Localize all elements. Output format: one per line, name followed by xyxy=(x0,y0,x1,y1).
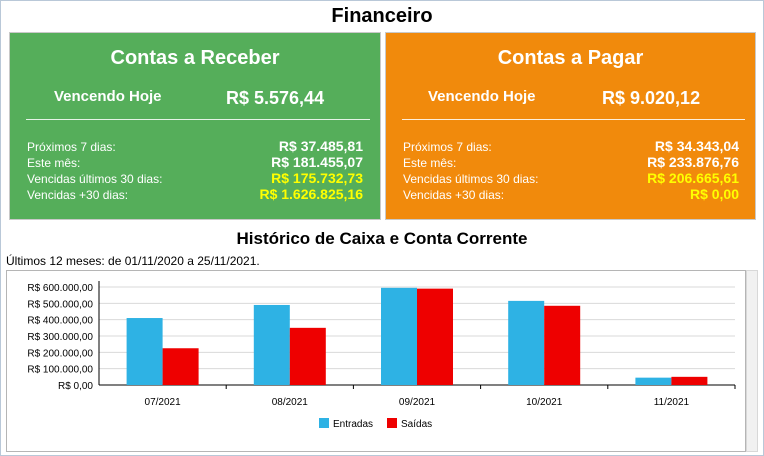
receivables-due-today-label: Vencendo Hoje xyxy=(54,88,162,105)
row-value: R$ 1.626.825,16 xyxy=(259,186,363,202)
receivables-row-overdue30: Vencidas últimos 30 dias: R$ 175.732,73 xyxy=(27,170,363,188)
row-label: Vencidas +30 dias: xyxy=(27,188,129,202)
bar-saídas xyxy=(162,348,199,385)
payables-row-month: Este mês: R$ 233.876,76 xyxy=(403,154,739,172)
bar-saídas xyxy=(544,305,581,385)
y-tick-label: R$ 200.000,00 xyxy=(27,348,93,359)
payables-card: Contas a Pagar Vencendo Hoje R$ 9.020,12… xyxy=(385,32,756,220)
bar-entradas xyxy=(253,304,290,385)
y-tick-label: R$ 0,00 xyxy=(58,381,93,392)
history-title: Histórico de Caixa e Conta Corrente xyxy=(236,229,528,248)
cash-history-chart: R$ 0,00 R$ 100.000,00 R$ 200.000,00 R$ 300.… xyxy=(6,270,746,452)
receivables-row-overdue30plus: Vencidas +30 dias: R$ 1.626.825,16 xyxy=(27,186,363,204)
y-tick-label: R$ 600.000,00 xyxy=(27,283,93,294)
receivables-row-month: Este mês: R$ 181.455,07 xyxy=(27,154,363,172)
bar-saídas xyxy=(289,327,326,385)
payables-due-today-value: R$ 9.020,12 xyxy=(602,88,701,108)
receivables-due-today-value: R$ 5.576,44 xyxy=(226,88,325,108)
row-value: R$ 34.343,04 xyxy=(654,138,739,154)
row-label: Vencidas últimos 30 dias: xyxy=(403,172,539,186)
y-tick-label: R$ 400.000,00 xyxy=(27,316,93,327)
payables-due-today-label: Vencendo Hoje xyxy=(428,88,536,105)
vertical-scrollbar[interactable] xyxy=(746,270,758,452)
row-label: Este mês: xyxy=(403,156,457,170)
receivables-row-next7: Próximos 7 dias: R$ 37.485,81 xyxy=(27,138,363,156)
bar-entradas xyxy=(635,377,672,385)
bar-saídas xyxy=(417,288,453,385)
x-tick-label: 08/2021 xyxy=(272,397,309,408)
y-tick-label: R$ 500.000,00 xyxy=(27,299,93,310)
x-tick-label: 09/2021 xyxy=(399,397,436,408)
row-value: R$ 181.455,07 xyxy=(271,154,363,170)
bar-saídas xyxy=(671,376,708,385)
row-value: R$ 233.876,76 xyxy=(647,154,739,170)
payables-title: Contas a Pagar xyxy=(497,47,644,69)
bar-entradas xyxy=(126,318,163,385)
y-tick-label: R$ 300.000,00 xyxy=(27,332,93,343)
payables-row-next7: Próximos 7 dias: R$ 34.343,04 xyxy=(403,138,739,156)
payables-row-overdue30plus: Vencidas +30 dias: R$ 0,00 xyxy=(403,186,739,204)
legend-swatch-saídas xyxy=(387,418,397,428)
row-label: Próximos 7 dias: xyxy=(403,140,492,154)
x-tick-label: 07/2021 xyxy=(145,397,182,408)
chart-svg: R$ 0,00 R$ 100.000,00 R$ 200.000,00 R$ 300.… xyxy=(27,281,736,430)
row-value: R$ 0,00 xyxy=(689,186,739,202)
receivables-divider xyxy=(26,119,370,120)
page-title: Financeiro xyxy=(331,5,433,27)
payables-row-overdue30: Vencidas últimos 30 dias: R$ 206.665,61 xyxy=(403,170,739,188)
x-tick-label: 10/2021 xyxy=(526,397,563,408)
y-tick-label: R$ 100.000,00 xyxy=(27,365,93,376)
row-label: Este mês: xyxy=(27,156,81,170)
row-label: Vencidas +30 dias: xyxy=(403,188,505,202)
bar-entradas xyxy=(381,287,417,385)
history-period-subtitle: Últimos 12 meses: de 01/11/2020 a 25/11/… xyxy=(6,254,260,268)
bar-entradas xyxy=(508,300,545,385)
payables-divider xyxy=(402,119,745,120)
legend-label-saídas: Saídas xyxy=(401,419,432,430)
row-label: Próximos 7 dias: xyxy=(27,140,116,154)
legend-swatch-entradas xyxy=(319,418,329,428)
row-value: R$ 175.732,73 xyxy=(271,170,363,186)
legend-label-entradas: Entradas xyxy=(333,419,373,430)
x-tick-label: 11/2021 xyxy=(654,397,690,408)
row-value: R$ 206.665,61 xyxy=(647,170,739,186)
row-label: Vencidas últimos 30 dias: xyxy=(27,172,163,186)
receivables-card: Contas a Receber Vencendo Hoje R$ 5.576,… xyxy=(9,32,381,220)
receivables-title: Contas a Receber xyxy=(110,47,280,69)
row-value: R$ 37.485,81 xyxy=(278,138,363,154)
